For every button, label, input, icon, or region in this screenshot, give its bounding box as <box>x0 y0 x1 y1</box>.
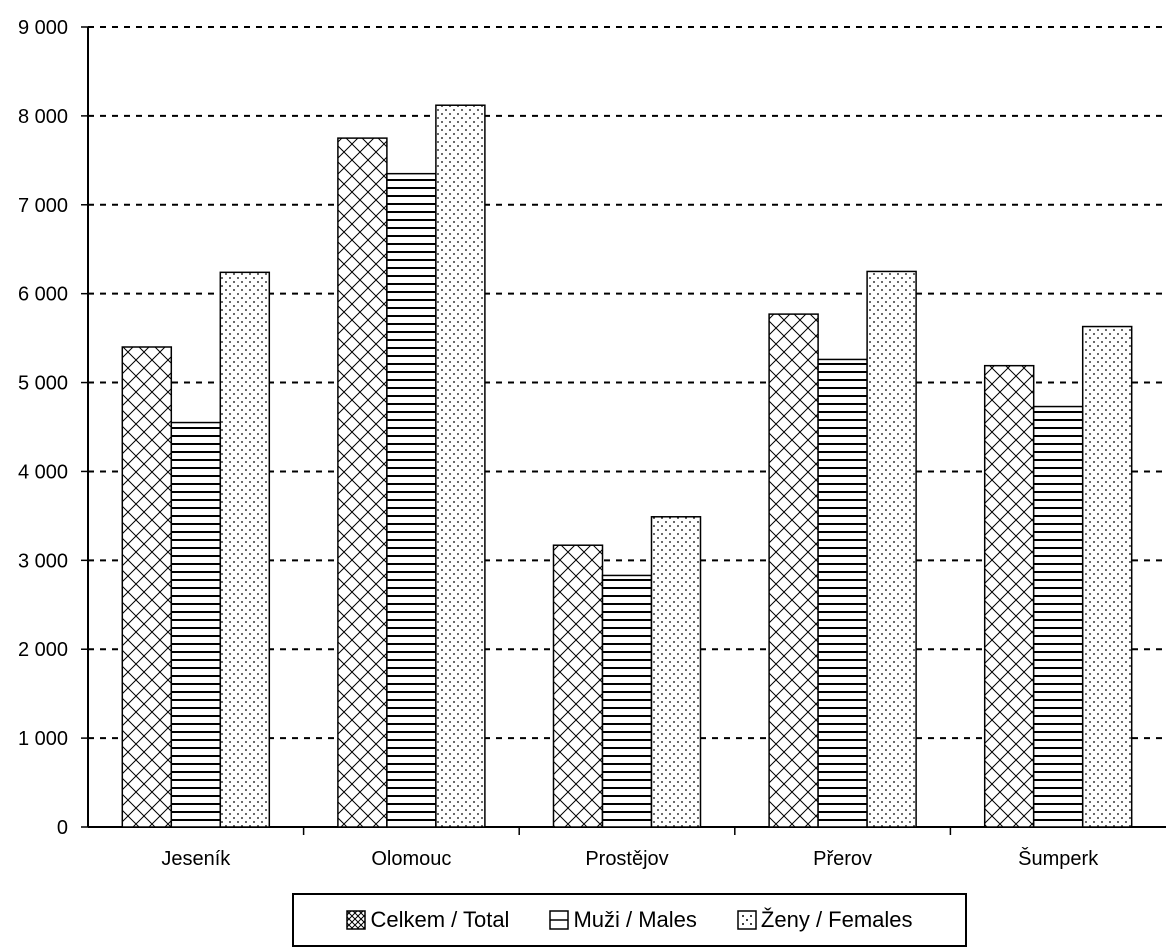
y-tick-label: 9 000 <box>18 17 68 39</box>
y-tick-label: 5 000 <box>18 373 68 395</box>
bar-dots <box>1081 325 1133 828</box>
legend-swatch-total <box>346 910 367 930</box>
bar-horizontal-lines <box>817 358 868 828</box>
y-tick-label: 0 <box>57 817 68 839</box>
y-tick-label: 2 000 <box>18 639 68 661</box>
bar-crosshatch <box>983 364 1035 828</box>
bar-crosshatch <box>552 544 604 828</box>
legend-item-males: Muži / Males <box>549 907 697 933</box>
bar-crosshatch <box>337 137 388 828</box>
x-tick-label: Jeseník <box>161 848 231 870</box>
bar-dots <box>866 270 917 828</box>
tick-labels: 0 1 000 2 000 3 000 4 000 5 000 6 000 7 000 8 00… <box>18 17 1099 870</box>
x-tick-label: Šumperk <box>1018 847 1099 870</box>
y-tick-label: 6 000 <box>18 284 68 306</box>
legend-swatch-females <box>737 910 757 930</box>
y-tick-label: 4 000 <box>18 461 68 483</box>
x-tick-label: Olomouc <box>371 848 451 870</box>
legend-label-total: Celkem / Total <box>370 907 510 932</box>
y-tick-label: 7 000 <box>18 195 68 217</box>
bar-horizontal-lines <box>170 421 222 828</box>
y-tick-label: 1 000 <box>18 728 68 750</box>
legend-label-males: Muži / Males <box>573 907 697 932</box>
y-tick-label: 3 000 <box>18 550 68 572</box>
bar-dots <box>650 516 702 828</box>
bar-horizontal-lines <box>1032 405 1084 828</box>
x-tick-label: Přerov <box>813 848 872 870</box>
bar-crosshatch <box>768 313 819 828</box>
legend: Celkem / Total Muži / Males Ženy / Femal… <box>292 893 967 947</box>
bar-horizontal-lines <box>386 172 437 828</box>
legend-swatch-males <box>549 910 570 930</box>
y-tick-label: 8 000 <box>18 106 68 128</box>
bar-crosshatch <box>121 346 173 828</box>
legend-label-females: Ženy / Females <box>760 907 913 932</box>
bar-chart: 0 1 000 2 000 3 000 4 000 5 000 6 000 7 000 8 00… <box>18 17 1166 870</box>
x-tick-label: Prostějov <box>585 848 668 870</box>
bars <box>121 104 1133 828</box>
bar-dots <box>435 104 486 828</box>
bar-dots <box>219 271 271 828</box>
legend-item-females: Ženy / Females <box>737 907 913 933</box>
bar-horizontal-lines <box>601 574 653 828</box>
legend-item-total: Celkem / Total <box>346 907 509 933</box>
